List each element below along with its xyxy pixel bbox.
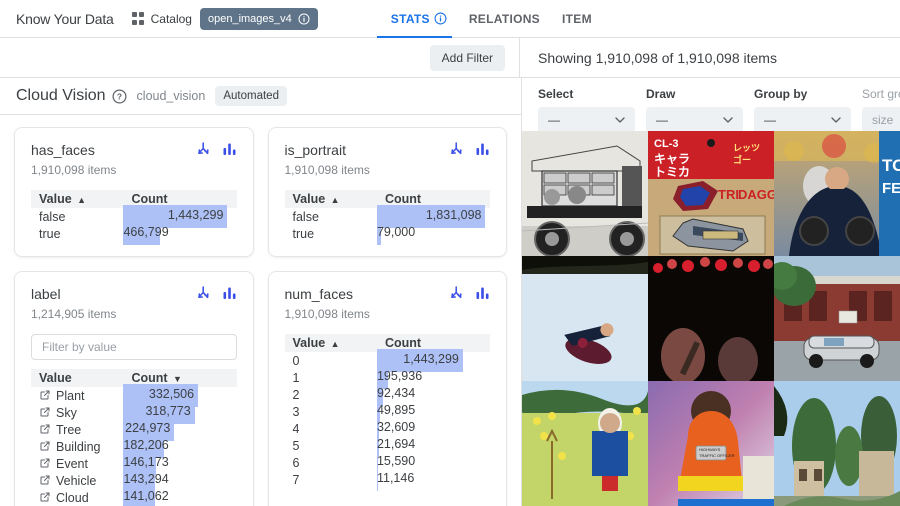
svg-text:TO: TO bbox=[882, 156, 900, 175]
svg-text:FE: FE bbox=[882, 180, 900, 197]
svg-text:キャラ: キャラ bbox=[654, 152, 690, 166]
svg-text:レッツ: レッツ bbox=[733, 143, 760, 153]
svg-text:?: ? bbox=[116, 91, 121, 101]
svg-text:HIGHWAYS: HIGHWAYS bbox=[699, 447, 721, 452]
svg-text:TRAFFIC OFFICER: TRAFFIC OFFICER bbox=[699, 453, 735, 458]
svg-text:DAGGER: DAGGER bbox=[738, 187, 774, 202]
svg-text:ゴー: ゴー bbox=[733, 154, 751, 165]
svg-text:トミカ: トミカ bbox=[654, 165, 690, 179]
svg-text:CL-3: CL-3 bbox=[654, 138, 678, 150]
svg-text:TRI: TRI bbox=[718, 187, 739, 202]
